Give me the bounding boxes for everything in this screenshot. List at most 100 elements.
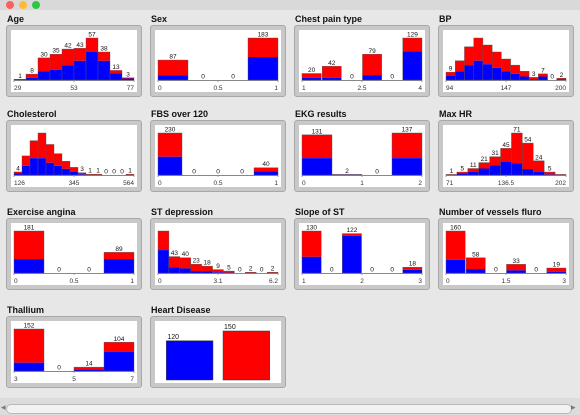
bar-outline xyxy=(157,230,170,274)
bar-count-label: 160 xyxy=(450,225,461,232)
bar-outline xyxy=(556,78,567,81)
chart-title: Thallium xyxy=(7,305,45,315)
bar-red-segment xyxy=(511,133,523,164)
bar-blue-segment xyxy=(30,158,38,175)
bar-red-segment xyxy=(179,257,191,269)
histogram-plot-area: 4 3 1 1 0 0 0 1 126 345 564 xyxy=(11,125,137,187)
bar-count-label: 2 xyxy=(249,266,253,273)
bar-count-label: 18 xyxy=(409,261,417,268)
bar-red-segment xyxy=(500,148,512,162)
bar-count-label: 87 xyxy=(169,54,177,61)
bar-count-label: 0 xyxy=(350,74,354,81)
x-tick-label: 1 xyxy=(302,278,306,285)
histogram-plot-area: 87 0 0 183 0 0.5 1 xyxy=(155,30,281,92)
bar-red-segment xyxy=(489,156,501,166)
bar-count-label: 9 xyxy=(449,66,453,73)
bar-outline xyxy=(247,37,279,81)
bar-count-label: 131 xyxy=(312,128,323,135)
histogram-panel: 1 8 30 35 42 43 57 38 13 3 29 53 77 xyxy=(6,25,142,97)
bar-count-label: 5 xyxy=(461,166,465,173)
bar-outline xyxy=(543,171,556,176)
histogram-plot-area: 152 0 14 104 3 5 7 xyxy=(11,321,137,383)
bar-blue-segment xyxy=(538,76,548,80)
bar-count-label: 5 xyxy=(548,166,552,173)
bar-blue-segment xyxy=(78,174,86,175)
bar-outline xyxy=(13,328,45,372)
bar-red-segment xyxy=(62,49,74,66)
bar-outline xyxy=(331,174,363,176)
histogram-plot-area: 9 3 7 0 2 94 147 200 xyxy=(443,30,569,92)
bar-blue-segment xyxy=(38,158,46,175)
histogram-svg: 230 0 0 0 40 0 0.5 1 xyxy=(157,127,279,187)
bar-red-segment xyxy=(322,66,342,78)
bar-red-segment xyxy=(14,231,44,260)
bar-red-segment xyxy=(248,38,278,58)
bar-red-segment xyxy=(78,172,86,175)
bar-count-label: 2 xyxy=(560,72,564,79)
bar-blue-segment xyxy=(179,268,191,273)
bar-blue-segment xyxy=(201,271,213,273)
bar-blue-segment xyxy=(302,77,322,80)
bar-outline xyxy=(109,70,123,81)
bar-red-segment xyxy=(544,172,556,175)
bar-red-segment xyxy=(86,174,94,175)
bar-count-label: 181 xyxy=(24,225,35,232)
bar-blue-segment xyxy=(464,65,474,80)
window-titlebar xyxy=(0,0,580,10)
x-tick-label: 0 xyxy=(158,180,162,187)
bar-blue-segment xyxy=(519,76,530,80)
horizontal-scrollbar[interactable] xyxy=(6,404,572,414)
histogram-plot-area: 130 0 122 0 0 18 1 2 3 xyxy=(299,223,425,285)
bar-blue-segment xyxy=(74,60,86,80)
bar-red-segment xyxy=(302,134,332,159)
bar-outline xyxy=(266,272,279,274)
bar-red-segment xyxy=(50,54,62,70)
x-tick-label: 200 xyxy=(555,85,566,92)
bar-count-label: 0 xyxy=(260,267,264,274)
x-tick-label: 1 xyxy=(130,278,134,285)
bar-count-label: 18 xyxy=(203,260,211,267)
scroll-left-icon[interactable]: ◂ xyxy=(1,402,6,412)
close-window-button[interactable] xyxy=(6,1,14,9)
bar-count-label: 0 xyxy=(216,169,220,176)
bar-red-segment xyxy=(267,272,278,273)
bar-outline xyxy=(103,252,135,274)
bar-blue-segment xyxy=(122,78,134,80)
bar-count-label: 33 xyxy=(512,258,520,265)
bar-blue-segment xyxy=(248,57,278,80)
x-tick-label: 53 xyxy=(70,85,78,92)
bar-outline xyxy=(522,142,534,176)
bar-count-label: 1 xyxy=(96,168,100,175)
bar-blue-segment xyxy=(478,168,490,175)
zoom-window-button[interactable] xyxy=(32,1,40,9)
scroll-right-icon[interactable]: ▸ xyxy=(571,402,576,412)
bar-count-label: 0 xyxy=(192,169,196,176)
bar-red-segment xyxy=(98,52,110,61)
histogram-plot-area: 20 42 0 79 0 129 1 2.5 4 xyxy=(299,30,425,92)
bar-red-segment xyxy=(122,77,134,79)
chart-title: FBS over 120 xyxy=(151,109,209,119)
bar-count-label: 2 xyxy=(271,266,275,273)
bar-count-label: 79 xyxy=(368,48,376,55)
bar-count-label: 137 xyxy=(402,127,413,134)
bar-count-label: 57 xyxy=(88,32,96,39)
chart-title: EKG results xyxy=(295,109,347,119)
bar-count-label: 35 xyxy=(52,48,60,55)
histogram-panel: 43 40 23 18 9 5 0 2 0 2 0 3.1 6.2 xyxy=(150,218,286,290)
bar-outline xyxy=(546,267,567,274)
bar-red-segment xyxy=(158,231,169,251)
histogram-panel: 20 42 0 79 0 129 1 2.5 4 xyxy=(294,25,430,97)
bar-outline xyxy=(402,266,423,274)
bar-red-segment xyxy=(546,268,566,272)
x-tick-label: 147 xyxy=(501,85,512,92)
bar-count-label: 7 xyxy=(541,67,545,74)
x-tick-label: 2.5 xyxy=(357,85,366,92)
minimize-window-button[interactable] xyxy=(19,1,27,9)
chart-title: ST depression xyxy=(151,207,214,217)
chart-title: Number of vessels fluro xyxy=(439,207,542,217)
bar-outline xyxy=(157,59,189,81)
bar-blue-segment xyxy=(402,269,422,273)
bar-count-label: 152 xyxy=(24,323,35,330)
bar-outline xyxy=(13,230,45,274)
bar-red-segment xyxy=(254,167,278,172)
